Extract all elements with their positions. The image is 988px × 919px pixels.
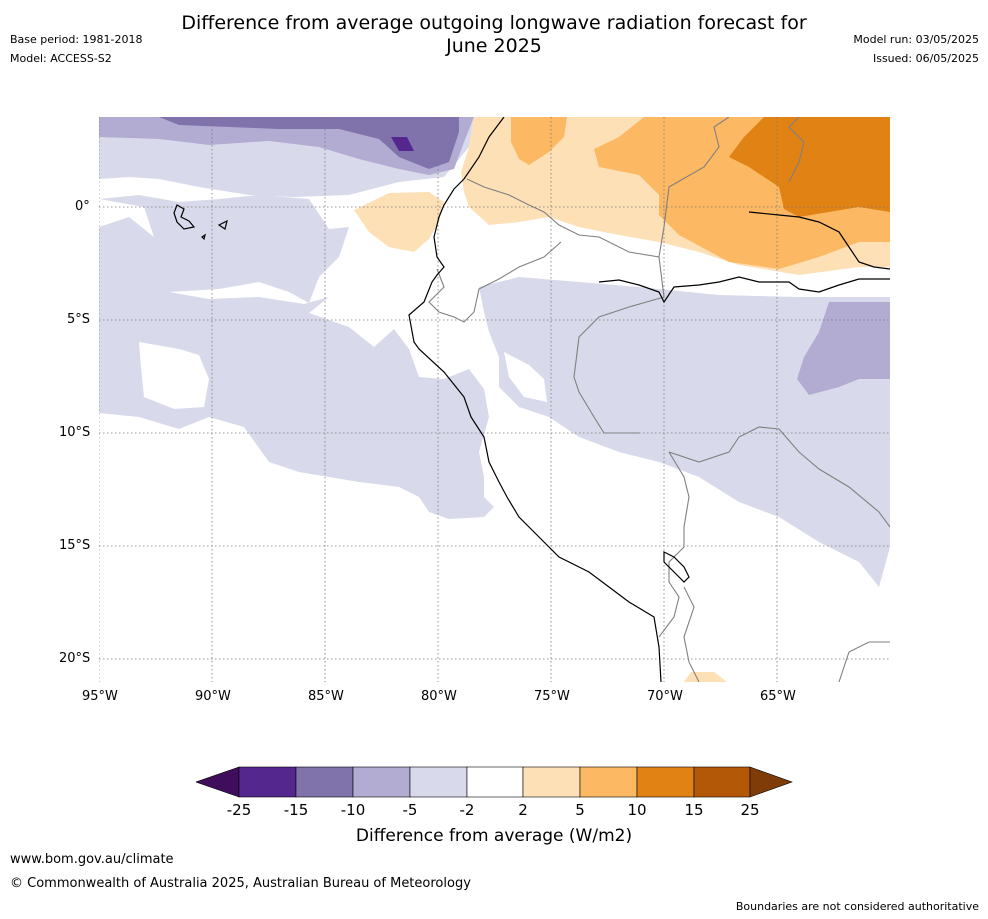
border-bolivia-brazil — [668, 426, 890, 528]
border-paraguay — [838, 641, 890, 682]
lon-label-95w: 95°W — [82, 689, 118, 704]
colorbar-bin-8 — [636, 766, 695, 798]
colorbar-tick-3: -10 — [340, 801, 366, 819]
coastline-lake-titicaca — [663, 551, 690, 583]
colorbar-tick-5: -2 — [459, 801, 475, 819]
border-venezuela-brazil — [788, 117, 805, 183]
issued-date: Issued: 06/05/2025 — [872, 52, 979, 65]
model-run: Model run: 03/05/2025 — [853, 33, 979, 46]
anomaly-pale-purple-west — [99, 117, 494, 519]
colorbar-title: Difference from average (W/m2) — [355, 826, 633, 846]
lat-label-0: 0° — [75, 199, 90, 214]
lat-label-15s: 15°S — [59, 538, 91, 553]
anomaly-mid-purple — [159, 117, 459, 169]
border-peru-bolivia — [658, 451, 690, 638]
lon-label-90w: 90°W — [195, 689, 231, 704]
lat-label-20s: 20°S — [59, 651, 91, 666]
border-bolivia-chile — [683, 586, 700, 682]
border-colombia-venezuela — [658, 117, 730, 258]
lat-label-10s: 10°S — [59, 425, 91, 440]
border-peru-brazil — [573, 296, 665, 434]
colorbar-tick-7: 5 — [575, 801, 585, 819]
coastline-galapagos — [173, 204, 228, 241]
copyright-notice: © Commonwealth of Australia 2025, Austra… — [10, 876, 471, 891]
lon-label-70w: 70°W — [647, 689, 683, 704]
lon-label-75w: 75°W — [534, 689, 570, 704]
title-line-1: Difference from average outgoing longwav… — [181, 12, 807, 34]
colorbar-extend-low — [195, 766, 240, 798]
colorbar-bin-1 — [238, 766, 297, 798]
title-line-2: June 2025 — [446, 35, 542, 57]
map-title: Difference from average outgoing longwav… — [0, 12, 988, 58]
colorbar-bin-6 — [522, 766, 581, 798]
colorbar-tick-8: 10 — [627, 801, 647, 819]
anomaly-pale-purple-lake — [504, 352, 547, 402]
colorbar-tick-4: -5 — [402, 801, 418, 819]
boundary-disclaimer: Boundaries are not considered authoritat… — [735, 900, 979, 913]
anomaly-light-orange-ecuador — [511, 117, 567, 165]
anomaly-pale-purple-andes — [479, 277, 890, 587]
colorbar-bin-3 — [352, 766, 411, 798]
coastline — [173, 117, 890, 682]
anomaly-light-purple-east — [797, 302, 890, 395]
border-ecuador-peru — [428, 241, 562, 323]
website-link[interactable]: www.bom.gov.au/climate — [10, 852, 174, 867]
anomaly-pale-purple-gap — [139, 342, 209, 409]
colorbar-bin-2 — [295, 766, 354, 798]
base-period: Base period: 1981-2018 — [10, 33, 143, 46]
colorbar-bin-7 — [579, 766, 638, 798]
colorbar-bin-4 — [409, 766, 468, 798]
colorbar — [195, 766, 796, 804]
colorbar-tick-10: 25 — [740, 801, 760, 819]
lat-label-5s: 5°S — [67, 312, 91, 327]
lon-label-65w: 65°W — [760, 689, 796, 704]
border-colombia-ecuador — [466, 178, 665, 298]
colorbar-extend-high — [749, 766, 793, 798]
map-canvas — [99, 117, 890, 682]
colorbar-tick-9: 15 — [684, 801, 704, 819]
anomaly-mid-orange — [729, 117, 890, 217]
lon-label-85w: 85°W — [308, 689, 344, 704]
colorbar-tick-1: -25 — [226, 801, 252, 819]
model-name: Model: ACCESS-S2 — [10, 52, 112, 65]
colorbar-bin-9 — [693, 766, 751, 798]
forecast-map — [99, 117, 890, 682]
coastline-amazon-river — [598, 276, 890, 304]
colorbar-swatches — [195, 766, 793, 798]
anomaly-dark-purple — [391, 137, 414, 151]
colorbar-tick-2: -15 — [283, 801, 309, 819]
coastline-rio-negro — [748, 211, 890, 270]
colorbar-tick-6: 2 — [518, 801, 528, 819]
colorbar-bin-5 — [466, 766, 524, 798]
coastline-pacific — [408, 117, 662, 682]
country-borders — [428, 117, 890, 682]
lon-label-80w: 80°W — [421, 689, 457, 704]
